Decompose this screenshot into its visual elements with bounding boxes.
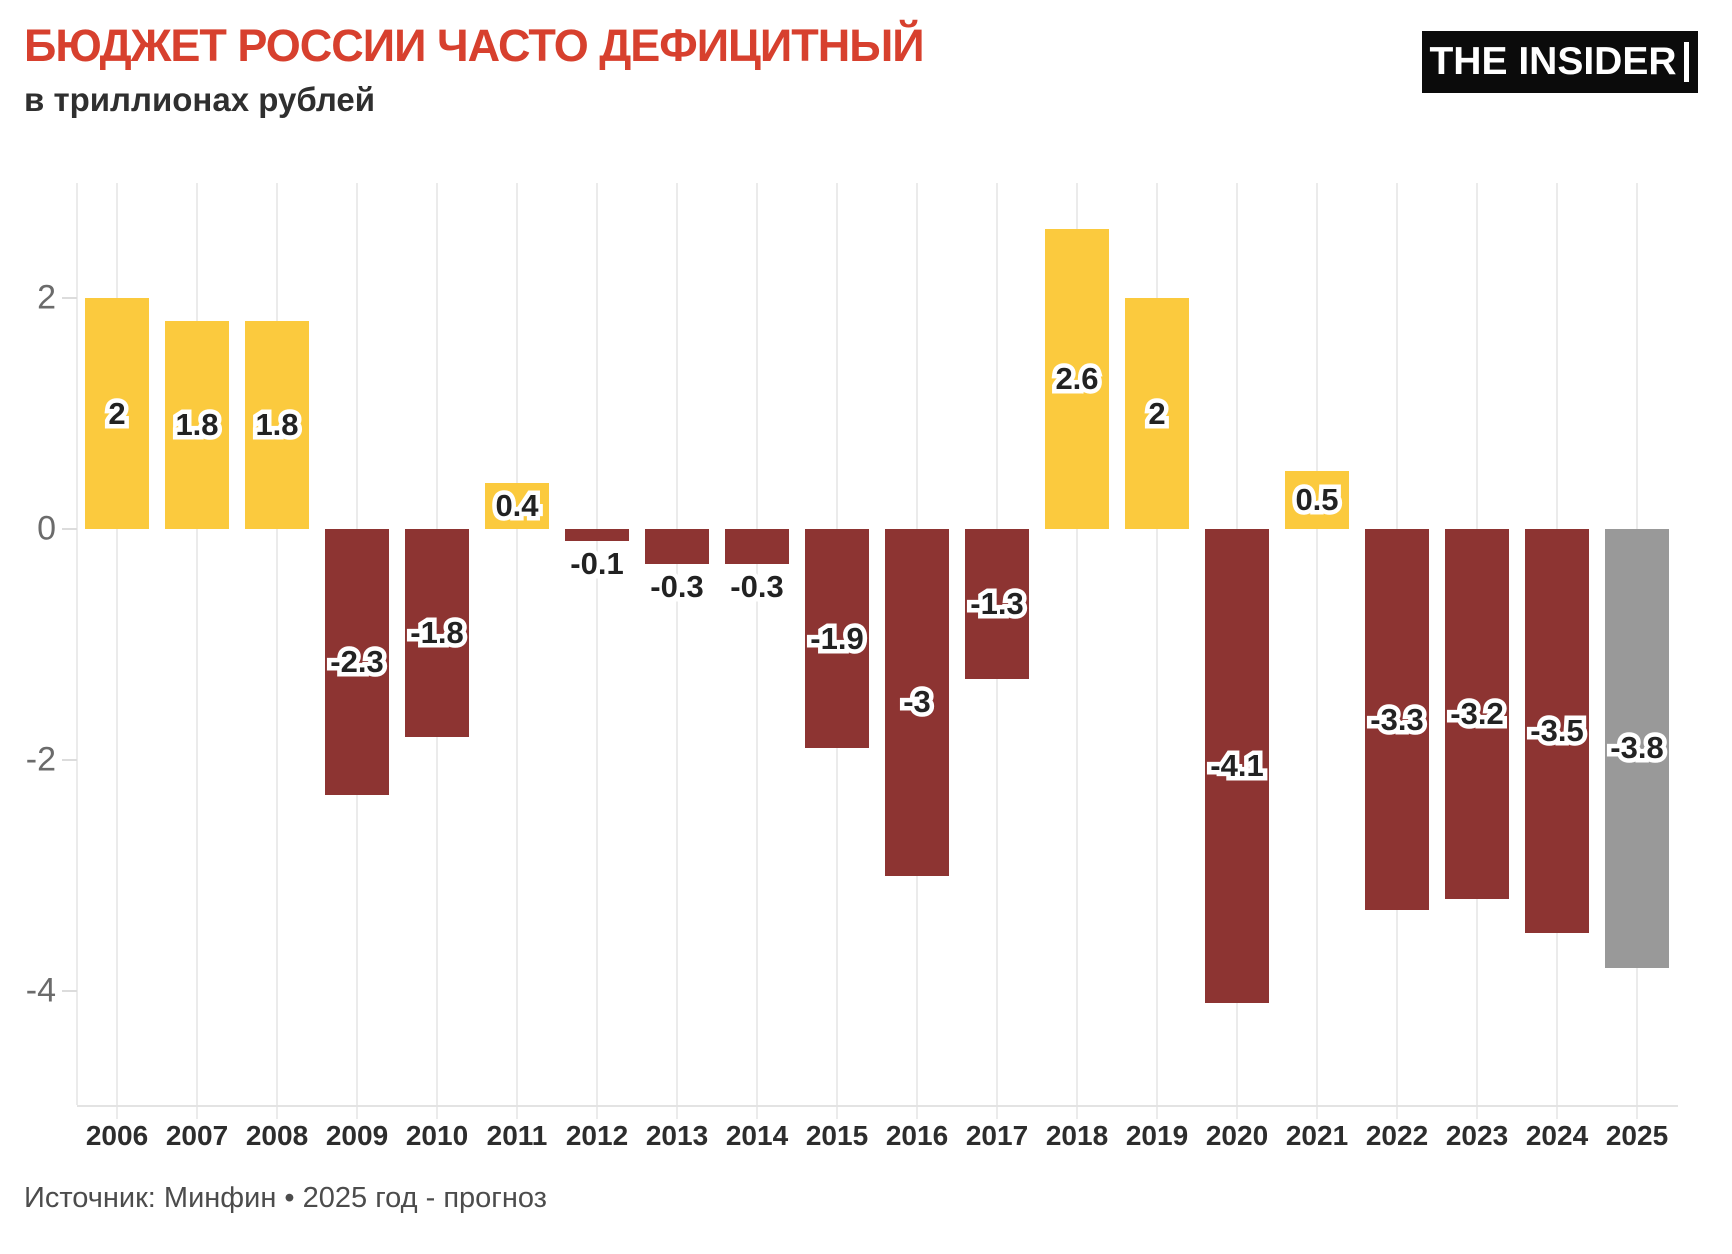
gridline-2013 (676, 183, 678, 1119)
x-axis-label-2019: 2019 (1125, 1120, 1189, 1151)
y-tick-2 (62, 297, 77, 299)
bar-value-text: -1.8 (410, 615, 464, 651)
x-axis-label-2015: 2015 (805, 1120, 869, 1151)
gridline-2018 (1076, 183, 1078, 1119)
x-axis-label-2008: 2008 (245, 1120, 309, 1151)
x-axis-label-2011: 2011 (486, 1120, 548, 1151)
bar-value-label-2007: 1.8 (175, 407, 218, 443)
x-axis-label-2010: 2010 (405, 1120, 469, 1151)
bar-value-text: -3.8 (1610, 730, 1664, 766)
bar-value-text: 0.4 (495, 488, 538, 524)
bar-value-label-2021: 0.5 (1295, 482, 1338, 518)
bar-value-label-2020: -4.1 (1210, 748, 1264, 784)
chart-title: БЮДЖЕТ РОССИИ ЧАСТО ДЕФИЦИТНЫЙ (24, 20, 925, 71)
bar-value-label-2022: -3.3 (1370, 702, 1424, 738)
source-note: Источник: Минфин • 2025 год - прогноз (24, 1182, 547, 1214)
bar-2014 (725, 529, 789, 564)
bar-value-label-2010: -1.8 (410, 615, 464, 651)
logo-cursor-bar (1683, 42, 1689, 82)
bar-value-label-2006: 2 (108, 396, 126, 432)
chart-subtitle: в триллионах рублей (24, 81, 376, 118)
bar-value-label-2013: -0.3 (650, 569, 704, 605)
bar-value-label-2023: -3.2 (1450, 696, 1504, 732)
bar-value-text: -1.9 (810, 621, 864, 657)
bar-value-text: -3.2 (1450, 696, 1504, 732)
x-axis-label-2023: 2023 (1445, 1120, 1509, 1151)
x-axis-label-2012: 2012 (565, 1120, 629, 1151)
bar-2013 (645, 529, 709, 564)
gridline-2008 (276, 183, 278, 1119)
bar-value-text: -0.3 (650, 569, 704, 605)
bar-value-text: 0.5 (1295, 482, 1338, 518)
x-axis-label-2018: 2018 (1045, 1120, 1109, 1151)
x-axis-label-2016: 2016 (885, 1120, 949, 1151)
bar-value-label-2024: -3.5 (1530, 713, 1584, 749)
bar-value-label-2011: 0.4 (495, 488, 538, 524)
bar-value-label-2018: 2.6 (1055, 361, 1098, 397)
bar-value-text: 2 (108, 396, 126, 432)
bar-value-label-2025: -3.8 (1610, 730, 1664, 766)
plot-left-edge-line (76, 183, 78, 1105)
bar-value-text: 2.6 (1055, 361, 1098, 397)
bar-value-text: -3 (903, 684, 931, 720)
bar-value-text: -3.5 (1530, 713, 1584, 749)
x-axis-label-2006: 2006 (85, 1120, 149, 1151)
bar-value-label-2008: 1.8 (255, 407, 298, 443)
bar-value-text: -3.3 (1370, 702, 1424, 738)
gridline-2019 (1156, 183, 1158, 1119)
x-axis-label-2024: 2024 (1525, 1120, 1589, 1151)
bar-value-label-2014: -0.3 (730, 569, 784, 605)
y-axis-label-2: 2 (37, 278, 56, 317)
gridline-2007 (196, 183, 198, 1119)
bar-value-text: -2.3 (330, 644, 384, 680)
bar-value-text: -0.3 (730, 569, 784, 605)
bar-value-text: 1.8 (175, 407, 218, 443)
bar-value-text: -0.1 (570, 546, 624, 582)
y-tick--2 (62, 759, 77, 761)
y-tick--4 (62, 990, 77, 992)
bar-2012 (565, 529, 629, 541)
bar-value-text: -4.1 (1210, 748, 1264, 784)
bar-value-label-2016: -3 (903, 684, 931, 720)
x-axis-label-2025: 2025 (1605, 1120, 1669, 1151)
gridline-2006 (116, 183, 118, 1119)
x-axis-label-2022: 2022 (1365, 1120, 1429, 1151)
bar-value-label-2012: -0.1 (570, 546, 624, 582)
x-axis-label-2021: 2021 (1285, 1120, 1349, 1151)
bar-value-text: 2 (1148, 396, 1166, 432)
logo-text: THE INSIDER (1429, 40, 1677, 83)
gridline-2021 (1316, 183, 1318, 1119)
x-axis-label-2017: 2017 (965, 1120, 1029, 1151)
x-axis-label-2014: 2014 (725, 1120, 789, 1151)
the-insider-logo: THE INSIDER (1422, 31, 1698, 93)
y-axis-label-0: 0 (37, 509, 56, 548)
x-axis-label-2020: 2020 (1205, 1120, 1269, 1151)
y-axis-label--2: -2 (25, 740, 56, 779)
bar-value-label-2015: -1.9 (810, 621, 864, 657)
gridline-2012 (596, 183, 598, 1119)
x-axis-line (77, 1105, 1678, 1107)
gridline-2014 (756, 183, 758, 1119)
y-tick-0 (62, 528, 77, 530)
x-axis-label-2007: 2007 (165, 1120, 229, 1151)
x-axis-label-2009: 2009 (325, 1120, 389, 1151)
gridline-2011 (516, 183, 518, 1119)
bar-value-label-2019: 2 (1148, 396, 1166, 432)
bar-value-text: 1.8 (255, 407, 298, 443)
bar-value-label-2017: -1.3 (970, 586, 1024, 622)
bar-value-text: -1.3 (970, 586, 1024, 622)
y-axis-label--4: -4 (25, 971, 56, 1010)
bar-value-label-2009: -2.3 (330, 644, 384, 680)
x-axis-label-2013: 2013 (645, 1120, 709, 1151)
